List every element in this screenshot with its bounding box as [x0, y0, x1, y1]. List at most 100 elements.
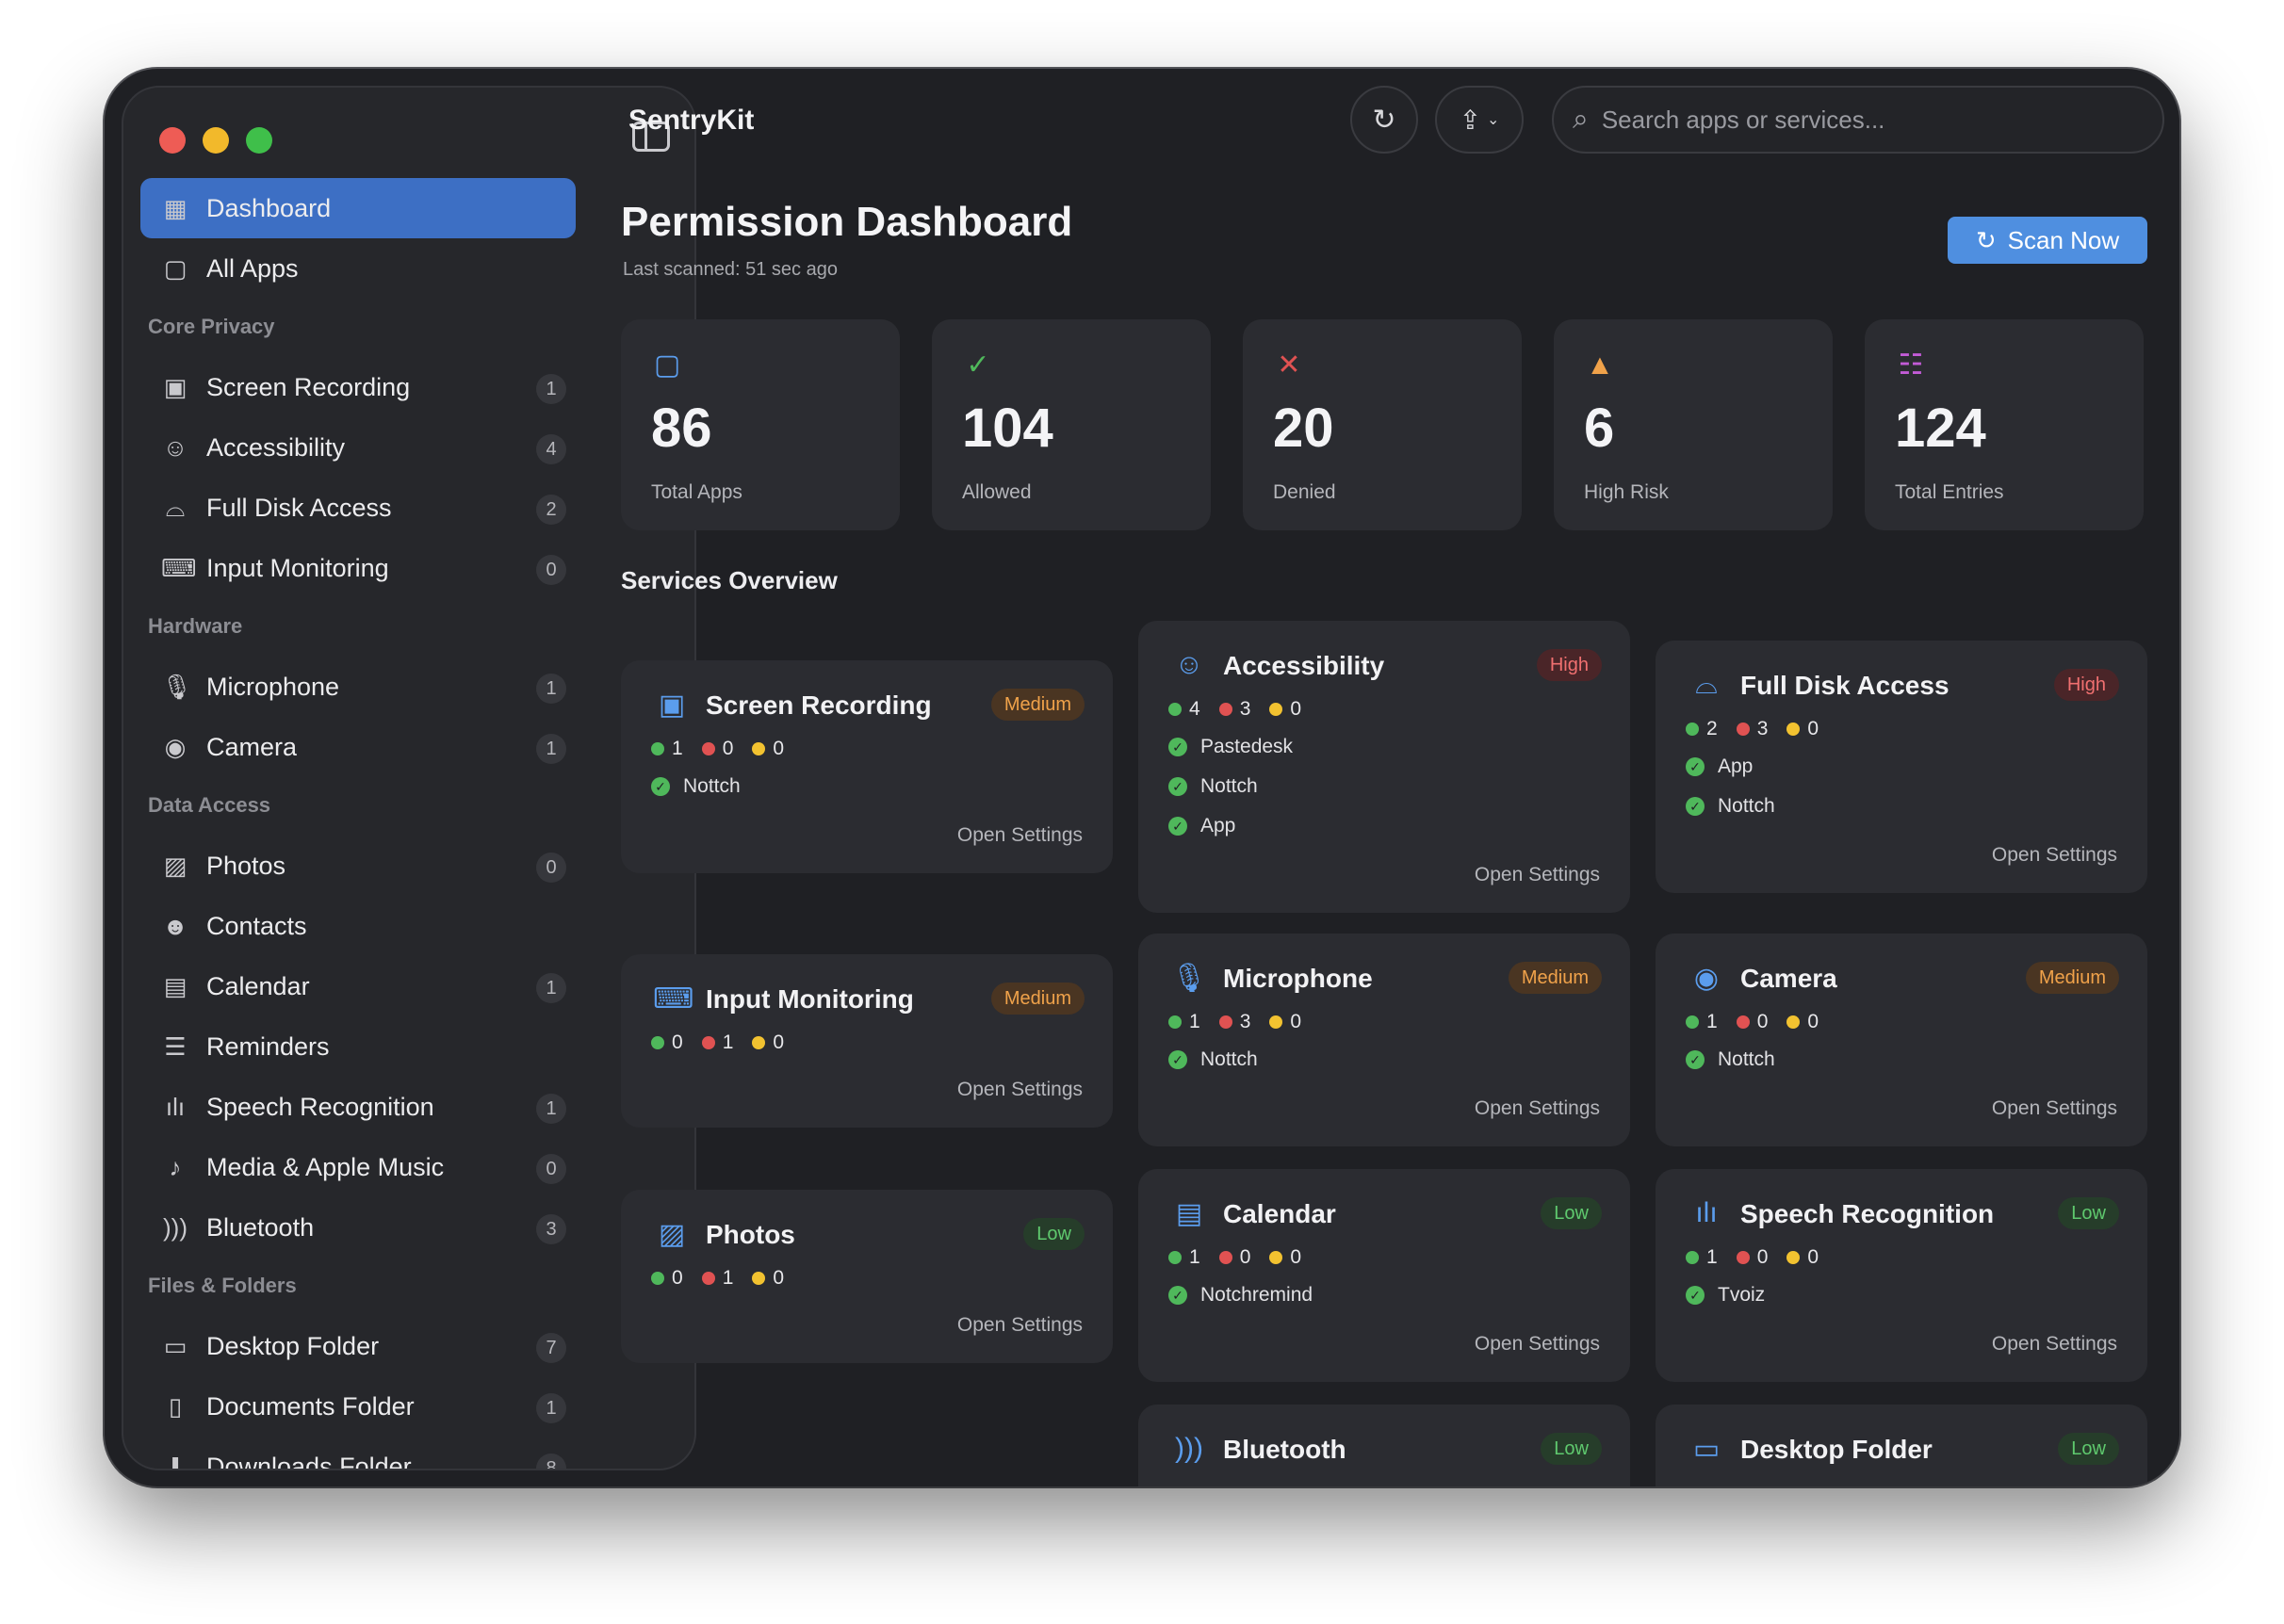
sidebar-item-photos[interactable]: ▨ Photos 0: [140, 836, 576, 896]
sidebar-item-full-disk-access[interactable]: ⌓ Full Disk Access 2: [140, 478, 576, 538]
sidebar-item-microphone[interactable]: 🎙 Microphone 1: [140, 657, 576, 717]
risk-badge: Medium: [990, 689, 1085, 721]
sidebar-item-downloads-folder[interactable]: ⬇ Downloads Folder 8: [140, 1437, 576, 1469]
zoom-button[interactable]: [246, 127, 272, 154]
denied-dot-icon: [701, 742, 715, 756]
sidebar-item-camera[interactable]: ◉ Camera 1: [140, 717, 576, 777]
open-settings-link[interactable]: Open Settings: [1991, 1333, 2117, 1355]
search-icon: ⌕: [1573, 104, 1589, 135]
sidebar-item-contacts[interactable]: ☻ Contacts: [140, 896, 576, 956]
app-row[interactable]: ✓ Tvoiz: [1686, 1284, 1765, 1307]
window-controls: [159, 127, 272, 154]
pending-dot-icon: [1269, 703, 1283, 717]
pending-dot-icon: [752, 1036, 766, 1050]
app-row[interactable]: ✓ Nottch: [651, 775, 741, 798]
count-badge: 1: [536, 734, 566, 764]
service-card-calendar[interactable]: ▤ Calendar Low 1 0 0 ✓ Notchremind Open Settings: [1138, 1169, 1630, 1382]
allowed-count-value: 0: [672, 1031, 683, 1053]
check-circle-icon: ✓: [1168, 817, 1187, 836]
allowed-count: 1: [1686, 1246, 1718, 1269]
stat-card-total-entries: ☷ 124 Total Entries: [1865, 319, 2144, 530]
service-card-title: Accessibility: [1223, 651, 1385, 680]
sidebar-toggle-icon[interactable]: [632, 122, 670, 152]
pending-count: 0: [1786, 1011, 1819, 1033]
app-row[interactable]: ✓ App: [1168, 815, 1235, 837]
app-row[interactable]: ✓ App: [1686, 755, 1753, 778]
app-row[interactable]: ✓ Nottch: [1168, 775, 1258, 798]
open-settings-link[interactable]: Open Settings: [1991, 844, 2117, 866]
close-button[interactable]: [159, 127, 186, 154]
sidebar-item-bluetooth[interactable]: ))) Bluetooth 3: [140, 1197, 576, 1258]
sidebar-item-accessibility[interactable]: ☺ Accessibility 4: [140, 417, 576, 478]
sidebar-item-desktop-folder[interactable]: ▭ Desktop Folder 7: [140, 1316, 576, 1376]
open-settings-link[interactable]: Open Settings: [1474, 1333, 1600, 1355]
sidebar-item-label: Media & Apple Music: [206, 1152, 445, 1181]
stat-label: High Risk: [1584, 481, 1669, 503]
service-card-title: Speech Recognition: [1740, 1199, 1995, 1228]
app-row[interactable]: ✓ Nottch: [1168, 1048, 1258, 1071]
stat-value: 86: [651, 398, 712, 459]
sidebar-item-documents-folder[interactable]: ▯ Documents Folder 1: [140, 1376, 576, 1437]
sidebar-item-label: Desktop Folder: [206, 1331, 380, 1360]
open-settings-link[interactable]: Open Settings: [1474, 864, 1600, 885]
app-row[interactable]: ✓ Notchremind: [1168, 1284, 1313, 1307]
allowed-count: 0: [651, 1031, 683, 1054]
count-badge: 1: [536, 674, 566, 704]
permission-counts: 0 1 0: [651, 1031, 784, 1054]
risk-badge: Low: [2058, 1197, 2119, 1229]
permission-counts: 1 0 0: [1686, 1246, 1819, 1269]
service-card-speech-recognition[interactable]: ılı Speech Recognition Low 1 0 0 ✓ Tvoiz Open Se…: [1656, 1169, 2147, 1382]
minimize-button[interactable]: [203, 127, 229, 154]
pending-count-value: 0: [1290, 1011, 1302, 1032]
service-card-accessibility[interactable]: ☺ Accessibility High 4 3 0 ✓ Pastedesk ✓ Nottch ✓ A…: [1138, 621, 1630, 913]
service-card-title: Input Monitoring: [706, 984, 914, 1014]
pending-count: 0: [1269, 1011, 1301, 1033]
sidebar-item-speech-recognition[interactable]: ılı Speech Recognition 1: [140, 1077, 576, 1137]
denied-count: 0: [1736, 1011, 1768, 1033]
search-bar[interactable]: ⌕: [1552, 86, 2164, 154]
pending-count-value: 0: [1290, 1246, 1302, 1268]
refresh-button[interactable]: ↻: [1350, 86, 1418, 154]
check-circle-icon: ✓: [966, 349, 990, 381]
sidebar-item-media-and-apple-music[interactable]: ♪ Media & Apple Music 0: [140, 1137, 576, 1197]
app-row[interactable]: ✓ Nottch: [1686, 1048, 1775, 1071]
search-input[interactable]: [1601, 105, 2129, 135]
denied-count: 3: [1218, 1011, 1250, 1033]
last-scanned-text: Last scanned: 51 sec ago: [623, 259, 838, 280]
sidebar-item-screen-recording[interactable]: ▣ Screen Recording 1: [140, 357, 576, 417]
open-settings-link[interactable]: Open Settings: [956, 1314, 1083, 1336]
service-card-photos[interactable]: ▨ Photos Low 0 1 0 Open Settings: [621, 1190, 1113, 1363]
app-row[interactable]: ✓ Pastedesk: [1168, 736, 1293, 758]
service-card-desktop-folder[interactable]: ▭ Desktop Folder Low: [1656, 1405, 2147, 1486]
count-badge: 2: [536, 495, 566, 525]
sidebar-item-label: Screen Recording: [206, 372, 411, 401]
sidebar-item-calendar[interactable]: ▤ Calendar 1: [140, 956, 576, 1016]
service-card-input-monitoring[interactable]: ⌨ Input Monitoring Medium 0 1 0 Open Settings: [621, 954, 1113, 1128]
contacts-icon: ☻: [162, 912, 188, 940]
sidebar-item-input-monitoring[interactable]: ⌨ Input Monitoring 0: [140, 538, 576, 598]
allowed-dot-icon: [1686, 1251, 1699, 1265]
share-icon: ⇪: [1459, 105, 1482, 135]
service-card-full-disk-access[interactable]: ⌓ Full Disk Access High 2 3 0 ✓ App ✓ Nottch Open …: [1656, 641, 2147, 893]
service-card-screen-recording[interactable]: ▣ Screen Recording Medium 1 0 0 ✓ Nottch Open Se…: [621, 660, 1113, 873]
service-card-title: Calendar: [1223, 1199, 1336, 1228]
stat-label: Denied: [1273, 481, 1336, 503]
service-card-microphone[interactable]: 🎙 Microphone Medium 1 3 0 ✓ Nottch Open Settings: [1138, 934, 1630, 1146]
sidebar-item-dashboard[interactable]: ▦ Dashboard: [140, 178, 576, 238]
open-settings-link[interactable]: Open Settings: [1474, 1097, 1600, 1119]
open-settings-link[interactable]: Open Settings: [956, 824, 1083, 846]
service-card-camera[interactable]: ◉ Camera Medium 1 0 0 ✓ Nottch Open Settings: [1656, 934, 2147, 1146]
share-menu-button[interactable]: ⇪ ⌄: [1435, 86, 1524, 154]
count-badge: 4: [536, 434, 566, 464]
keyboard-icon: ⌨: [653, 983, 694, 1015]
sidebar-item-label: Accessibility: [206, 432, 346, 462]
service-card-bluetooth[interactable]: ))) Bluetooth Low: [1138, 1405, 1630, 1486]
sidebar-item-all-apps[interactable]: ▢ All Apps: [140, 238, 576, 299]
stat-card-denied: ✕ 20 Denied: [1243, 319, 1522, 530]
app-row[interactable]: ✓ Nottch: [1686, 795, 1775, 818]
scan-now-button[interactable]: ↻ Scan Now: [1948, 217, 2147, 264]
sidebar-item-reminders[interactable]: ☰ Reminders: [140, 1016, 576, 1077]
risk-badge: High: [1536, 649, 1602, 681]
open-settings-link[interactable]: Open Settings: [1991, 1097, 2117, 1119]
open-settings-link[interactable]: Open Settings: [956, 1079, 1083, 1100]
